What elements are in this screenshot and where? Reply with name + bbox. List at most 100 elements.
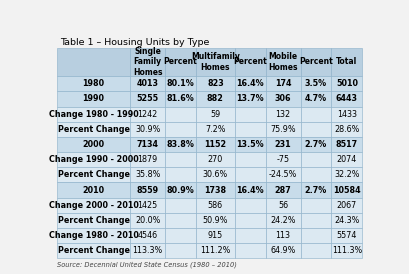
Bar [130, 152, 165, 167]
Text: 64.9%: 64.9% [270, 246, 296, 255]
Bar [235, 198, 266, 213]
Text: 174: 174 [275, 79, 291, 88]
Bar [196, 137, 235, 152]
Text: 28.6%: 28.6% [334, 125, 360, 134]
Bar [57, 76, 130, 91]
Text: Mobile
Homes: Mobile Homes [268, 52, 298, 72]
Text: 75.9%: 75.9% [270, 125, 296, 134]
Bar [331, 48, 362, 76]
Bar [130, 228, 165, 243]
Bar [165, 91, 196, 107]
Bar [130, 48, 165, 76]
Bar [165, 213, 196, 228]
Bar [331, 122, 362, 137]
Bar [165, 228, 196, 243]
Text: 83.8%: 83.8% [166, 140, 195, 149]
Bar [57, 243, 130, 258]
Bar [266, 182, 301, 198]
Bar [235, 243, 266, 258]
Bar [57, 122, 130, 137]
Text: 113.3%: 113.3% [133, 246, 163, 255]
Bar [235, 167, 266, 182]
Bar [165, 167, 196, 182]
Text: 5574: 5574 [337, 231, 357, 240]
Text: 13.7%: 13.7% [236, 95, 264, 103]
Bar [196, 213, 235, 228]
Text: Change 2000 - 2010: Change 2000 - 2010 [49, 201, 139, 210]
Bar [266, 48, 301, 76]
Text: 111.2%: 111.2% [200, 246, 231, 255]
Text: 1425: 1425 [137, 201, 158, 210]
Bar [235, 213, 266, 228]
Bar [331, 167, 362, 182]
Text: 13.5%: 13.5% [236, 140, 264, 149]
Text: Percent Change: Percent Change [58, 125, 130, 134]
Bar [301, 137, 331, 152]
Text: 3.5%: 3.5% [305, 79, 327, 88]
Text: 4546: 4546 [138, 231, 158, 240]
Text: 1738: 1738 [204, 185, 227, 195]
Text: Multifamily
Homes: Multifamily Homes [191, 52, 240, 72]
Text: 10584: 10584 [333, 185, 361, 195]
Text: 30.6%: 30.6% [203, 170, 228, 179]
Bar [165, 198, 196, 213]
Bar [165, 243, 196, 258]
Bar [266, 243, 301, 258]
Bar [196, 76, 235, 91]
Text: Source: Decennial United State Census (1980 – 2010): Source: Decennial United State Census (1… [57, 262, 237, 268]
Bar [57, 152, 130, 167]
Bar [301, 152, 331, 167]
Bar [235, 182, 266, 198]
Text: 231: 231 [275, 140, 292, 149]
Text: 59: 59 [210, 110, 220, 119]
Bar [196, 228, 235, 243]
Text: 2.7%: 2.7% [305, 185, 327, 195]
Text: 80.1%: 80.1% [167, 79, 194, 88]
Text: Total: Total [336, 57, 357, 66]
Text: 1152: 1152 [204, 140, 227, 149]
Bar [235, 48, 266, 76]
Text: 287: 287 [275, 185, 292, 195]
Text: 111.3%: 111.3% [332, 246, 362, 255]
Bar [266, 107, 301, 122]
Text: 16.4%: 16.4% [236, 79, 264, 88]
Bar [331, 107, 362, 122]
Bar [130, 243, 165, 258]
Text: 2010: 2010 [83, 185, 105, 195]
Bar [57, 48, 130, 76]
Bar [266, 137, 301, 152]
Bar [196, 107, 235, 122]
Bar [266, 152, 301, 167]
Text: 16.4%: 16.4% [236, 185, 264, 195]
Text: 6443: 6443 [336, 95, 358, 103]
Text: 306: 306 [275, 95, 291, 103]
Text: 4013: 4013 [137, 79, 159, 88]
Bar [266, 213, 301, 228]
Bar [301, 228, 331, 243]
Text: Percent Change: Percent Change [58, 216, 130, 225]
Bar [57, 198, 130, 213]
Text: Table 1 – Housing Units by Type: Table 1 – Housing Units by Type [60, 38, 209, 47]
Bar [196, 167, 235, 182]
Text: 7134: 7134 [137, 140, 159, 149]
Bar [331, 182, 362, 198]
Text: Percent Change: Percent Change [58, 246, 130, 255]
Text: 2067: 2067 [337, 201, 357, 210]
Text: 80.9%: 80.9% [167, 185, 194, 195]
Text: 24.2%: 24.2% [270, 216, 296, 225]
Text: 2.7%: 2.7% [305, 140, 327, 149]
Bar [301, 91, 331, 107]
Bar [165, 76, 196, 91]
Text: Change 1980 - 2010: Change 1980 - 2010 [49, 231, 139, 240]
Bar [57, 228, 130, 243]
Bar [196, 48, 235, 76]
Text: 7.2%: 7.2% [205, 125, 226, 134]
Bar [196, 243, 235, 258]
Bar [130, 198, 165, 213]
Bar [165, 122, 196, 137]
Bar [130, 137, 165, 152]
Bar [331, 228, 362, 243]
Text: Percent Change: Percent Change [58, 170, 130, 179]
Text: 8517: 8517 [336, 140, 358, 149]
Bar [266, 228, 301, 243]
